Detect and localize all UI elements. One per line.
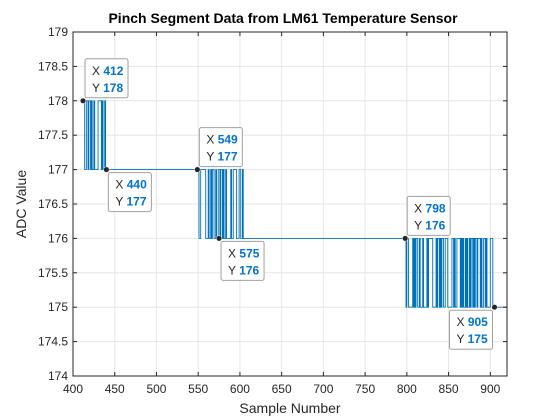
data-tip-x: X 549 <box>206 133 238 147</box>
data-tip-y: Y 178 <box>92 81 123 95</box>
data-tip-marker <box>402 235 409 242</box>
data-tip-marker <box>216 235 223 242</box>
x-tick-label: 900 <box>480 382 500 396</box>
data-tip-box <box>107 172 152 213</box>
data-tip-box <box>198 127 243 168</box>
data-tip-y: Y 176 <box>228 263 259 277</box>
y-tick-label: 176.5 <box>38 197 68 211</box>
data-tip-box <box>406 195 451 236</box>
data-tip-x: X 798 <box>414 201 446 215</box>
data-tip-x: X 575 <box>228 246 260 260</box>
data-tip[interactable]: X 412 Y 178 <box>79 58 129 104</box>
data-tip-y: Y 176 <box>414 218 445 232</box>
y-tick-label: 178.5 <box>38 59 68 73</box>
y-tick-label: 179 <box>48 25 68 39</box>
x-tick-label: 600 <box>230 382 250 396</box>
y-tick-label: 178 <box>48 94 68 108</box>
data-tip[interactable]: X 549 Y 177 <box>194 127 243 173</box>
data-tip-y: Y 175 <box>456 332 487 346</box>
x-tick-label: 500 <box>146 382 166 396</box>
y-tick-label: 175 <box>48 300 68 314</box>
chart-title: Pinch Segment Data from LM61 Temperature… <box>108 10 458 26</box>
x-tick-label: 850 <box>439 382 459 396</box>
y-tick-label: 174.5 <box>38 335 68 349</box>
x-tick-label: 700 <box>313 382 333 396</box>
y-tick-label: 177 <box>48 163 68 177</box>
series-line <box>83 100 507 308</box>
data-tip-marker <box>79 97 87 104</box>
data-tip[interactable]: X 575 Y 176 <box>216 235 265 281</box>
data-tip-box <box>84 58 129 99</box>
x-tick-label: 550 <box>188 382 208 396</box>
x-tick-label: 400 <box>63 382 83 396</box>
x-tick-label: 800 <box>397 382 417 396</box>
x-tick-label: 650 <box>272 382 292 396</box>
data-tip[interactable]: X 440 Y 177 <box>103 166 152 213</box>
data-tip-x: X 905 <box>456 315 488 329</box>
data-tip-y: Y 177 <box>115 195 146 209</box>
x-tick-label: 450 <box>105 382 125 396</box>
data-tip-x: X 440 <box>115 178 147 192</box>
data-tip-x: X 412 <box>92 64 124 78</box>
data-tip[interactable]: X 905 Y 175 <box>448 304 498 350</box>
data-tip-marker <box>491 304 498 311</box>
data-tip-box <box>220 240 265 281</box>
y-tick-label: 177.5 <box>38 128 68 142</box>
data-tip-marker <box>103 166 110 173</box>
data-tip[interactable]: X 798 Y 176 <box>402 195 451 242</box>
y-tick-label: 176 <box>48 231 68 245</box>
x-tick-label: 750 <box>355 382 375 396</box>
data-tip-y: Y 177 <box>206 150 237 164</box>
y-tick-label: 175.5 <box>38 266 68 280</box>
y-tick-label: 174 <box>48 369 68 383</box>
y-axis-label: ADC Value <box>13 170 29 238</box>
data-tip-box <box>448 309 493 350</box>
data-tip-marker <box>194 166 201 173</box>
x-axis-label: Sample Number <box>239 400 340 416</box>
